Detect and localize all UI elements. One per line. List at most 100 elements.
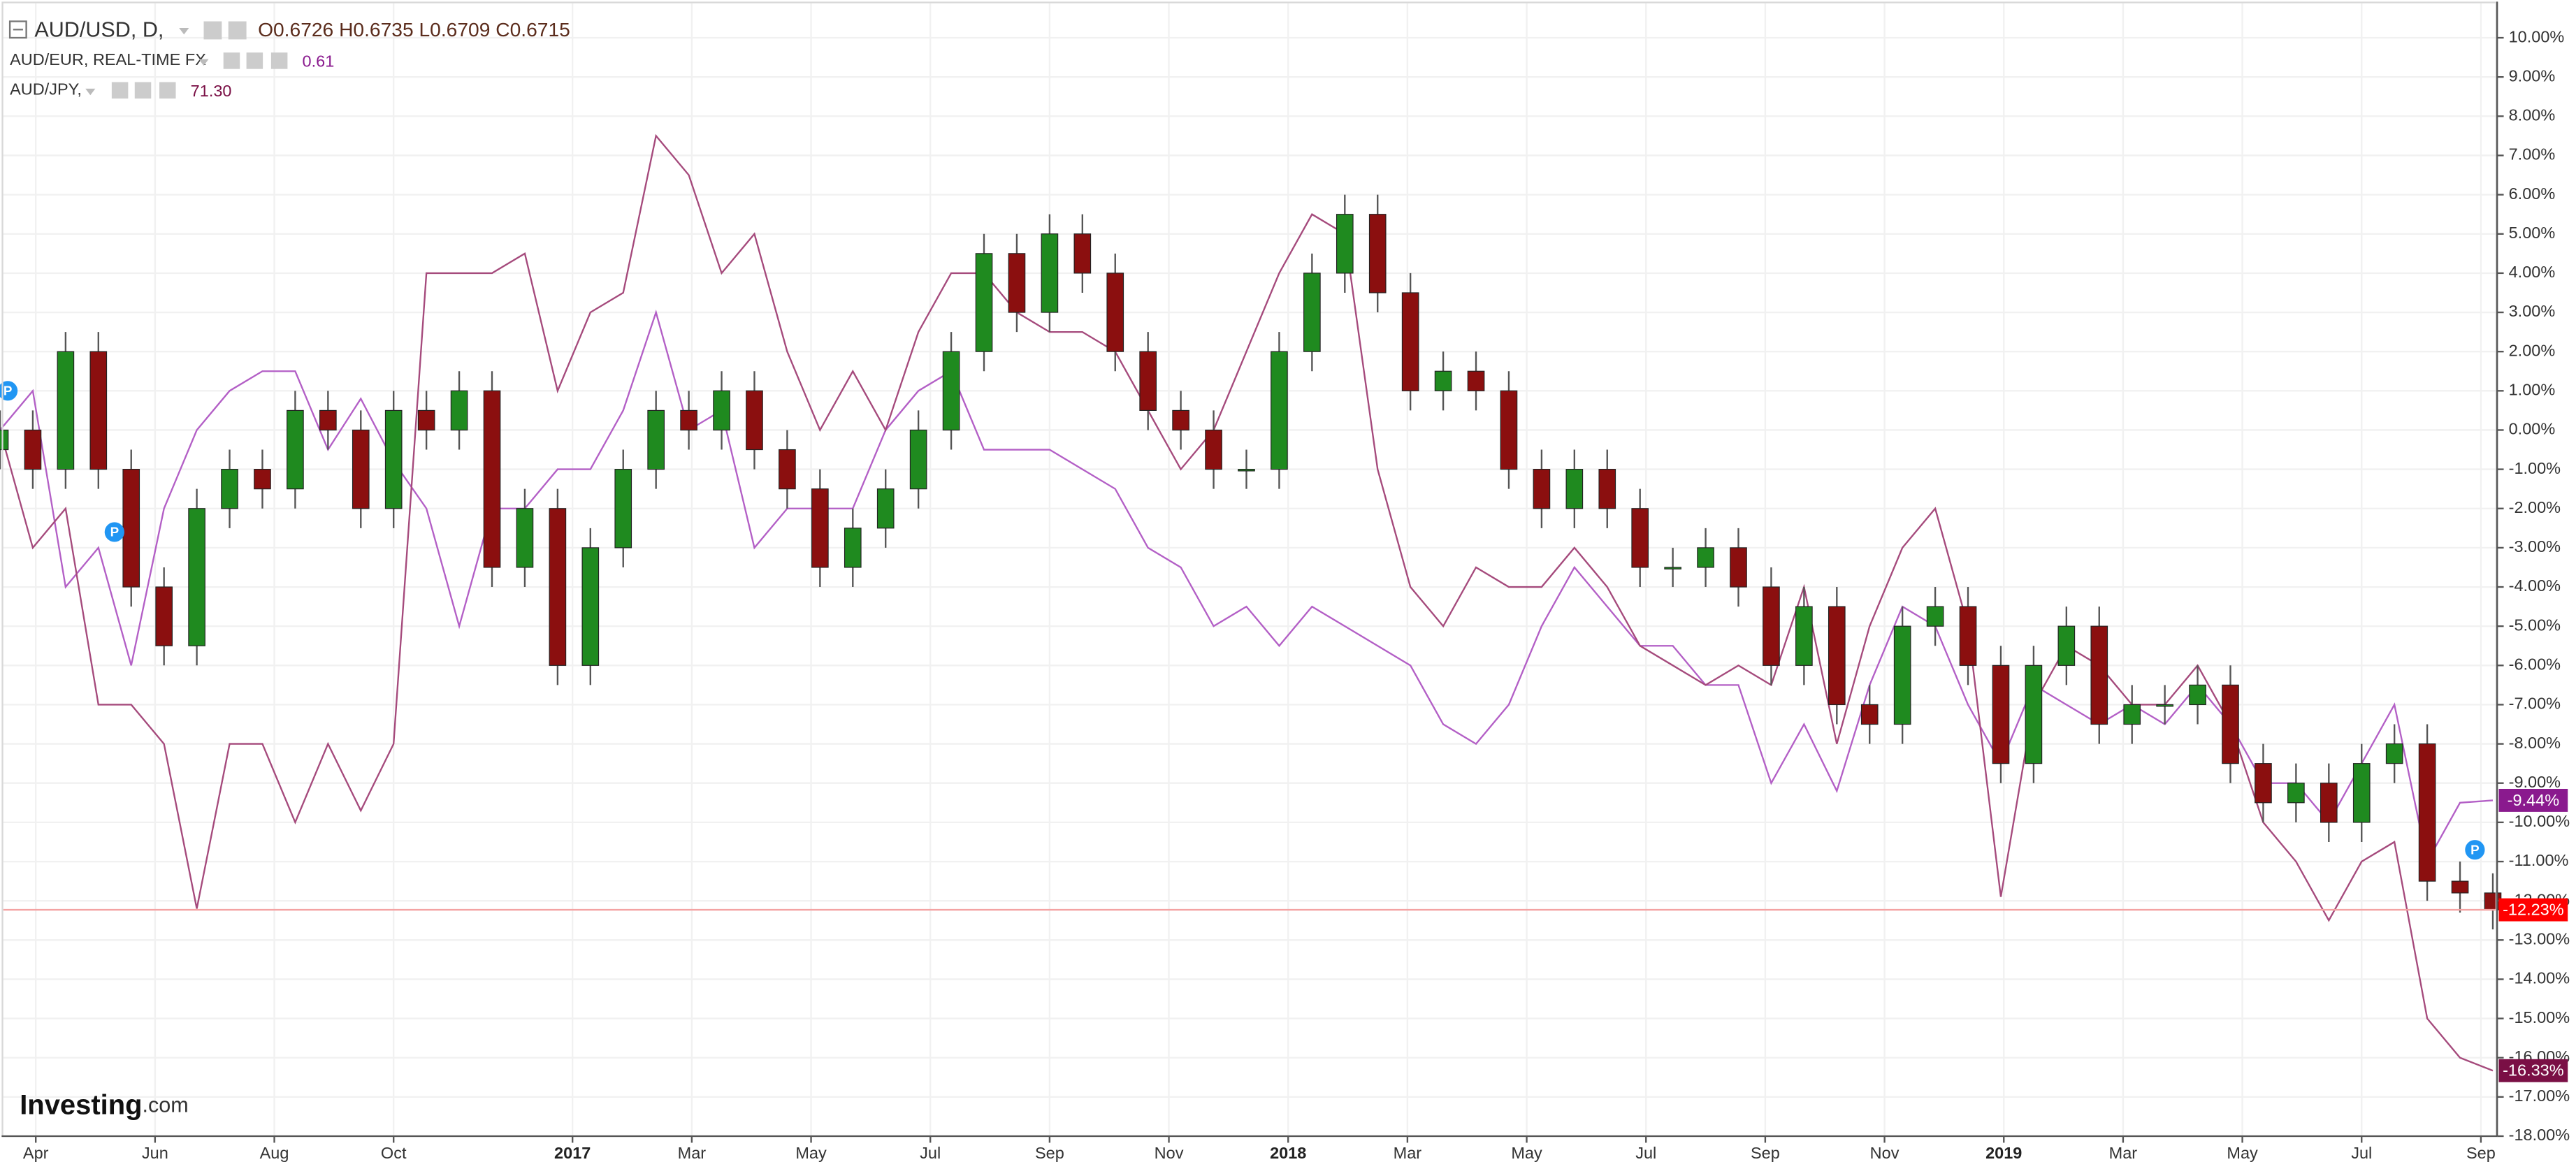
candle-body (0, 429, 9, 451)
settings-icon[interactable] (246, 52, 263, 69)
candle-body (1893, 625, 1911, 725)
y-tick-label: 10.00% (2509, 27, 2565, 45)
series-name: AUD/USD, D, (34, 18, 164, 42)
event-marker[interactable] (2465, 840, 2485, 860)
candle-body (1926, 606, 1944, 627)
candle-body (1631, 508, 1649, 568)
candle-body (1828, 606, 1846, 706)
dropdown-caret[interactable] (198, 59, 209, 66)
y-tick-label: 5.00% (2509, 224, 2556, 242)
settings-icon[interactable] (134, 82, 152, 99)
candle-body (1598, 469, 1616, 509)
event-marker[interactable] (104, 522, 124, 542)
series-value: 0.61 (303, 52, 335, 70)
candle-body (57, 351, 75, 470)
candle-body (2287, 783, 2305, 804)
candle-body (1303, 273, 1321, 352)
candle-body (319, 409, 337, 431)
candle-body (1139, 351, 1157, 411)
x-tick-label: Sep (1035, 1144, 1064, 1162)
candle-body (1205, 429, 1222, 470)
collapse-icon[interactable] (8, 20, 27, 39)
y-tick-label: 4.00% (2509, 263, 2556, 281)
event-marker-label: P (2470, 842, 2480, 857)
y-tick-label: -10.00% (2509, 812, 2570, 830)
event-marker[interactable] (0, 381, 18, 401)
candle-body (2451, 880, 2469, 894)
candle-body (713, 390, 730, 431)
remove-icon[interactable] (159, 82, 176, 99)
candle-body (909, 429, 927, 490)
y-tick-label: 9.00% (2509, 66, 2556, 85)
x-tick-label: Jul (2351, 1144, 2372, 1162)
candle-body (975, 253, 993, 352)
price-tag (2498, 1059, 2568, 1082)
candle-body (1008, 253, 1026, 313)
candle-body (1271, 351, 1288, 470)
candle-body (1730, 547, 1747, 588)
series-value: 71.30 (191, 82, 232, 100)
candle-body (24, 429, 42, 470)
x-tick-label: May (795, 1144, 827, 1162)
candle-body (2352, 763, 2371, 823)
settings-icon[interactable] (223, 52, 240, 69)
x-tick-label: Jul (1635, 1144, 1656, 1162)
x-tick-label: Aug (260, 1144, 289, 1162)
x-tick-label: Oct (381, 1144, 407, 1162)
candle-body (876, 488, 895, 529)
series-name: AUD/EUR, REAL-TIME FX (10, 50, 206, 68)
x-tick-label: Sep (1751, 1144, 1780, 1162)
candle-body (1434, 370, 1452, 391)
x-tick-label: 2018 (1270, 1144, 1306, 1162)
price-tag (2498, 788, 2568, 812)
y-tick-label: -18.00% (2509, 1126, 2570, 1144)
candle-body (450, 390, 468, 431)
y-tick-label: -8.00% (2509, 734, 2561, 752)
candle-body (155, 586, 173, 646)
dropdown-caret[interactable] (85, 88, 96, 96)
x-tick-label: Mar (678, 1144, 707, 1162)
candle-body (2156, 704, 2173, 707)
y-tick-label: -1.00% (2509, 459, 2561, 477)
series-name: AUD/JPY, (10, 80, 82, 98)
y-tick-label: -15.00% (2509, 1008, 2570, 1026)
candle-body (2385, 743, 2403, 764)
remove-icon[interactable] (270, 52, 288, 69)
candle-body (221, 469, 238, 509)
x-tick-label: Nov (1155, 1144, 1184, 1162)
candle-body (188, 508, 205, 646)
series-line (0, 133, 2494, 1072)
candle-body (1565, 469, 1584, 509)
y-tick-label: -3.00% (2509, 537, 2561, 556)
candle-body (2123, 704, 2141, 725)
x-tick-label: Mar (1394, 1144, 1422, 1162)
y-tick-label: 8.00% (2509, 106, 2556, 124)
candle-body (942, 351, 960, 431)
candle-body (1533, 469, 1551, 509)
x-tick-label: Mar (2109, 1144, 2138, 1162)
watermark-suffix: .com (143, 1094, 189, 1117)
y-tick-label: 2.00% (2509, 341, 2556, 359)
candle-body (2418, 743, 2436, 882)
price-tag-label: -12.23% (2503, 900, 2564, 918)
axes: 10.00% 9.00% 8.00% 7.00% 6.00% 5.00% 4.00% 3.00… (23, 27, 2570, 1162)
y-tick-label: 3.00% (2509, 302, 2556, 320)
settings-icon[interactable] (111, 82, 129, 99)
candle-body (122, 469, 140, 588)
ohlc-values: O0.6726 H0.6735 L0.6709 C0.6715 (258, 18, 570, 41)
x-tick-label: Jul (920, 1144, 941, 1162)
candle-body (1467, 370, 1485, 391)
candle-body (779, 449, 796, 490)
x-tick-label: Jun (142, 1144, 168, 1162)
y-tick-label: -5.00% (2509, 616, 2561, 634)
candle-body (1401, 292, 1419, 391)
price-tag-label: -16.33% (2503, 1061, 2564, 1080)
candle-body (2090, 625, 2108, 725)
settings-icon[interactable] (228, 21, 247, 40)
candle-body (1172, 409, 1189, 431)
candle-body (2255, 763, 2272, 804)
dropdown-caret[interactable] (179, 27, 189, 35)
event-marker-label: P (110, 525, 120, 539)
settings-icon[interactable] (203, 21, 222, 40)
